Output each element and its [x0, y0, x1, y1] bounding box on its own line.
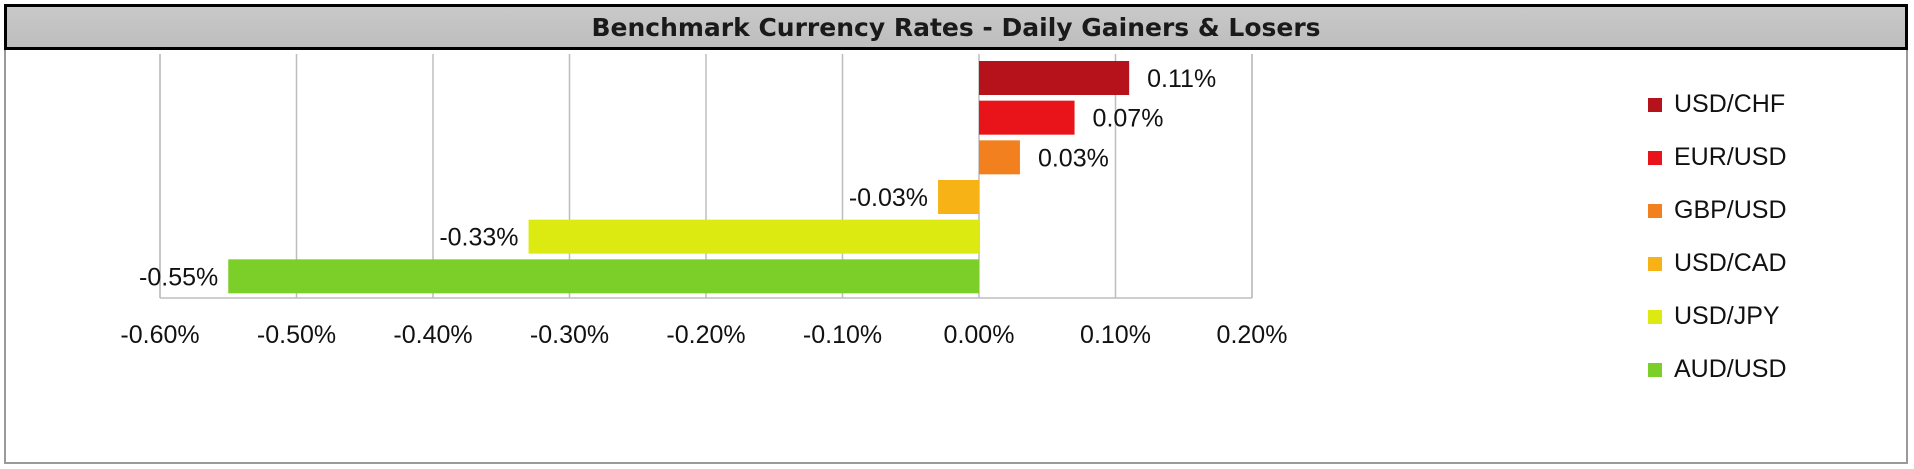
- legend-label: EUR/USD: [1674, 143, 1787, 171]
- data-label: -0.55%: [139, 263, 218, 291]
- x-tick-label: -0.60%: [120, 321, 199, 349]
- legend-swatch: [1648, 309, 1662, 324]
- x-tick-label: -0.50%: [257, 321, 336, 349]
- legend: USD/CHF EUR/USD GBP/USD USD/CAD USD/JPY AUD/U…: [1648, 78, 1848, 396]
- legend-swatch: [1648, 203, 1662, 218]
- x-tick-label: -0.20%: [666, 321, 745, 349]
- legend-label: AUD/USD: [1674, 355, 1787, 383]
- legend-label: GBP/USD: [1674, 196, 1787, 224]
- bar-eur-usd: [979, 100, 1075, 135]
- x-tick-label: -0.40%: [393, 321, 472, 349]
- legend-item: EUR/USD: [1648, 131, 1848, 184]
- legend-item: USD/CAD: [1648, 237, 1848, 290]
- legend-item: GBP/USD: [1648, 184, 1848, 237]
- legend-label: USD/CHF: [1674, 90, 1786, 118]
- x-tick-label: 0.00%: [944, 321, 1015, 349]
- legend-swatch: [1648, 150, 1662, 165]
- legend-item: AUD/USD: [1648, 343, 1848, 396]
- bar-aud-usd: [228, 259, 979, 294]
- bar-usd-chf: [979, 61, 1130, 95]
- data-label: -0.33%: [439, 224, 518, 252]
- legend-swatch: [1648, 256, 1662, 271]
- data-label: 0.03%: [1038, 144, 1109, 172]
- x-tick-label: 0.20%: [1217, 321, 1288, 349]
- bar-usd-cad: [938, 180, 979, 214]
- legend-item: USD/CHF: [1648, 78, 1848, 131]
- chart-title: Benchmark Currency Rates - Daily Gainers…: [591, 12, 1321, 42]
- data-label: -0.03%: [849, 184, 928, 212]
- legend-label: USD/JPY: [1674, 302, 1780, 330]
- x-tick-label: -0.10%: [803, 321, 882, 349]
- chart-title-bar: Benchmark Currency Rates - Daily Gainers…: [4, 4, 1908, 50]
- legend-item: USD/JPY: [1648, 290, 1848, 343]
- bar-gbp-usd: [979, 140, 1020, 175]
- legend-swatch: [1648, 97, 1662, 112]
- x-tick-label: -0.30%: [530, 321, 609, 349]
- legend-label: USD/CAD: [1674, 249, 1787, 277]
- x-tick-label: 0.10%: [1080, 321, 1151, 349]
- legend-swatch: [1648, 362, 1662, 377]
- data-label: 0.11%: [1147, 65, 1216, 93]
- bar-usd-jpy: [528, 219, 979, 254]
- data-label: 0.07%: [1093, 105, 1164, 133]
